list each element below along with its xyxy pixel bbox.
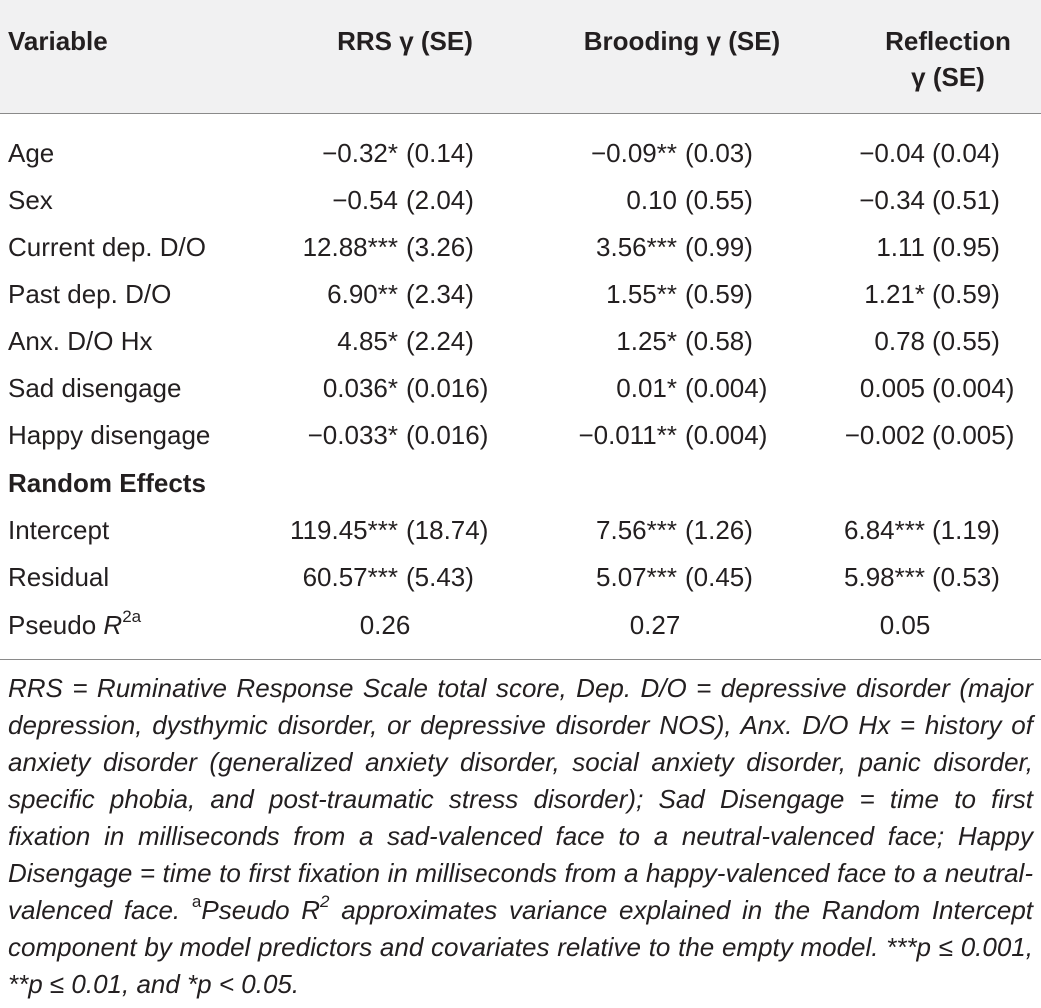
brooding-se: (0.55) bbox=[685, 185, 753, 215]
reflection-se: (0.55) bbox=[932, 326, 1000, 356]
notes-footnote-text-2: approximates variance explained in the R… bbox=[8, 895, 1034, 999]
notes-main: RRS = Ruminative Response Scale total sc… bbox=[8, 673, 1033, 925]
brooding-value: 7.56*** bbox=[596, 515, 677, 545]
pseudo-r2-brooding: 0.27 bbox=[629, 610, 681, 640]
brooding-value: 1.55** bbox=[606, 279, 677, 309]
random-effects-heading: Random Effects bbox=[8, 468, 206, 498]
table-notes: RRS = Ruminative Response Scale total sc… bbox=[8, 670, 1033, 1003]
brooding-value: 0.01* bbox=[616, 373, 677, 403]
row-label: Past dep. D/O bbox=[8, 279, 172, 309]
brooding-value: −0.09** bbox=[590, 138, 677, 168]
header-reflection-line2: γ (SE) bbox=[911, 62, 985, 92]
brooding-se: (1.26) bbox=[685, 515, 753, 545]
brooding-se: (0.59) bbox=[685, 279, 753, 309]
brooding-value: 0.10 bbox=[626, 185, 677, 215]
row-label: Age bbox=[8, 138, 55, 168]
rrs-se: (3.26) bbox=[406, 232, 474, 262]
table-bottom-divider bbox=[0, 659, 1041, 660]
brooding-se: (0.58) bbox=[685, 326, 753, 356]
brooding-value: 3.56*** bbox=[596, 232, 677, 262]
reflection-value: −0.34 bbox=[859, 185, 925, 215]
reflection-se: (1.19) bbox=[932, 515, 1000, 545]
rrs-value: 0.036* bbox=[322, 373, 398, 403]
table-row: Happy disengage −0.033* (0.016) −0.011** (0.… bbox=[0, 412, 1041, 459]
random-effects-heading-row: Random Effects bbox=[0, 460, 1041, 507]
table-row: Current dep. D/O 12.88*** (3.26) 3.56*** (0.… bbox=[0, 224, 1041, 271]
brooding-se: (0.99) bbox=[685, 232, 753, 262]
row-label: Sex bbox=[8, 185, 53, 215]
table-header-band bbox=[0, 0, 1041, 113]
header-brooding: Brooding γ (SE) bbox=[583, 26, 781, 56]
table-row: Past dep. D/O 6.90** (2.34) 1.55** (0.59) 1.2… bbox=[0, 271, 1041, 318]
rrs-value: 12.88*** bbox=[302, 232, 398, 262]
reflection-se: (0.04) bbox=[932, 138, 1000, 168]
rrs-value: 119.45*** bbox=[290, 515, 398, 545]
reflection-se: (0.005) bbox=[932, 420, 1015, 450]
rrs-value: −0.033* bbox=[307, 420, 398, 450]
row-label: Happy disengage bbox=[8, 420, 211, 450]
reflection-se: (0.004) bbox=[932, 373, 1015, 403]
table-row: Sad disengage 0.036* (0.016) 0.01* (0.004) 0.… bbox=[0, 365, 1041, 412]
rrs-se: (2.34) bbox=[406, 279, 474, 309]
reflection-value: 6.84*** bbox=[844, 515, 925, 545]
reflection-se: (0.51) bbox=[932, 185, 1000, 215]
brooding-se: (0.03) bbox=[685, 138, 753, 168]
rrs-se: (2.24) bbox=[406, 326, 474, 356]
row-label: Anx. D/O Hx bbox=[8, 326, 153, 356]
pseudo-r2-label: Pseudo R2a bbox=[8, 607, 142, 640]
header-divider bbox=[0, 113, 1041, 114]
rrs-se: (2.04) bbox=[406, 185, 474, 215]
header-reflection: Reflection γ (SE) bbox=[830, 23, 1041, 95]
brooding-se: (0.004) bbox=[685, 373, 768, 403]
pseudo-r2-row: Pseudo R2a 0.26 0.27 0.05 bbox=[0, 602, 1041, 649]
reflection-se: (0.59) bbox=[932, 279, 1000, 309]
reflection-value: 1.21* bbox=[864, 279, 925, 309]
table-row: Residual 60.57*** (5.43) 5.07*** (0.45) 5.98*… bbox=[0, 554, 1041, 601]
reflection-value: 5.98*** bbox=[844, 562, 925, 592]
header-reflection-line1: Reflection bbox=[885, 26, 1011, 56]
row-label: Intercept bbox=[8, 515, 110, 545]
rrs-se: (5.43) bbox=[406, 562, 474, 592]
rrs-value: 60.57*** bbox=[302, 562, 398, 592]
rrs-se: (0.016) bbox=[406, 420, 489, 450]
reflection-value: 0.78 bbox=[874, 326, 925, 356]
reflection-value: −0.04 bbox=[859, 138, 925, 168]
reflection-se: (0.95) bbox=[932, 232, 1000, 262]
table-row: Anx. D/O Hx 4.85* (2.24) 1.25* (0.58) 0.78 (0.… bbox=[0, 318, 1041, 365]
brooding-value: −0.011** bbox=[578, 420, 677, 450]
reflection-se: (0.53) bbox=[932, 562, 1000, 592]
rrs-value: −0.54 bbox=[332, 185, 398, 215]
rrs-se: (18.74) bbox=[406, 515, 489, 545]
notes-footnote-text-1: Pseudo R bbox=[201, 895, 321, 925]
row-label: Residual bbox=[8, 562, 110, 592]
row-label: Sad disengage bbox=[8, 373, 182, 403]
header-variable: Variable bbox=[8, 26, 108, 56]
header-rrs: RRS γ (SE) bbox=[337, 26, 473, 56]
brooding-value: 5.07*** bbox=[596, 562, 677, 592]
pseudo-r2-reflection: 0.05 bbox=[879, 610, 931, 640]
brooding-se: (0.45) bbox=[685, 562, 753, 592]
brooding-value: 1.25* bbox=[616, 326, 677, 356]
rrs-value: −0.32* bbox=[322, 138, 398, 168]
reflection-value: 1.11 bbox=[876, 232, 925, 262]
rrs-value: 4.85* bbox=[337, 326, 398, 356]
reflection-value: 0.005 bbox=[859, 373, 925, 403]
reflection-value: −0.002 bbox=[844, 420, 925, 450]
notes-footnote-marker: a bbox=[191, 892, 202, 912]
table-row: Intercept 119.45*** (18.74) 7.56*** (1.26) 6.… bbox=[0, 507, 1041, 554]
rrs-se: (0.016) bbox=[406, 373, 489, 403]
rrs-se: (0.14) bbox=[406, 138, 474, 168]
table-row: Age −0.32* (0.14) −0.09** (0.03) −0.04 (0.04) bbox=[0, 130, 1041, 177]
table-row: Sex −0.54 (2.04) 0.10 (0.55) −0.34 (0.51) bbox=[0, 177, 1041, 224]
notes-footnote-sup: 2 bbox=[320, 892, 330, 912]
row-label: Current dep. D/O bbox=[8, 232, 206, 262]
pseudo-r2-rrs: 0.26 bbox=[359, 610, 411, 640]
rrs-value: 6.90** bbox=[327, 279, 398, 309]
brooding-se: (0.004) bbox=[685, 420, 768, 450]
